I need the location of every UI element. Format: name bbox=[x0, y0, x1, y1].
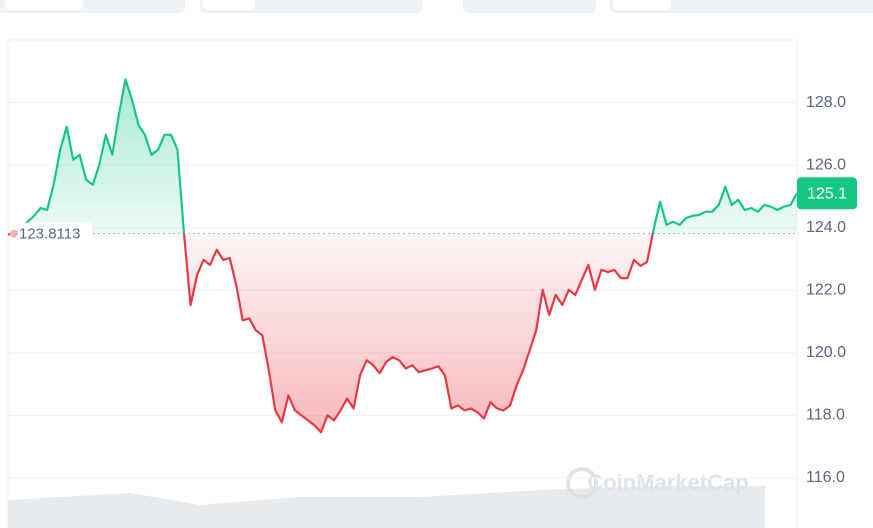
current-price-bg bbox=[797, 177, 857, 210]
current-price-label: 125.1 bbox=[807, 186, 847, 203]
baseline-label-bg bbox=[10, 222, 92, 245]
tab-active[interactable] bbox=[5, 0, 83, 10]
price-line bbox=[7, 78, 798, 434]
tab[interactable] bbox=[610, 0, 873, 13]
tab[interactable] bbox=[463, 0, 596, 13]
tab[interactable] bbox=[200, 0, 422, 13]
y-tick-label: 118.0 bbox=[806, 407, 845, 424]
y-tick-label: 122.0 bbox=[806, 281, 846, 298]
area bbox=[8, 79, 797, 433]
y-tick-label: 120.0 bbox=[806, 344, 846, 361]
tabs bbox=[0, 0, 873, 13]
y-tick-label: 124.0 bbox=[806, 219, 846, 236]
tab-active[interactable] bbox=[613, 0, 671, 10]
watermark-logo bbox=[566, 467, 598, 499]
baseline-dot bbox=[10, 229, 18, 238]
tab-active[interactable] bbox=[203, 0, 255, 10]
watermark: CoinMarketCap bbox=[587, 470, 748, 495]
y-tick-label: 126.0 bbox=[806, 156, 846, 173]
baseline-label: 123.8113 bbox=[19, 226, 80, 243]
y-tick-label: 128.0 bbox=[806, 94, 846, 111]
y-tick-label: 116.0 bbox=[806, 469, 845, 486]
